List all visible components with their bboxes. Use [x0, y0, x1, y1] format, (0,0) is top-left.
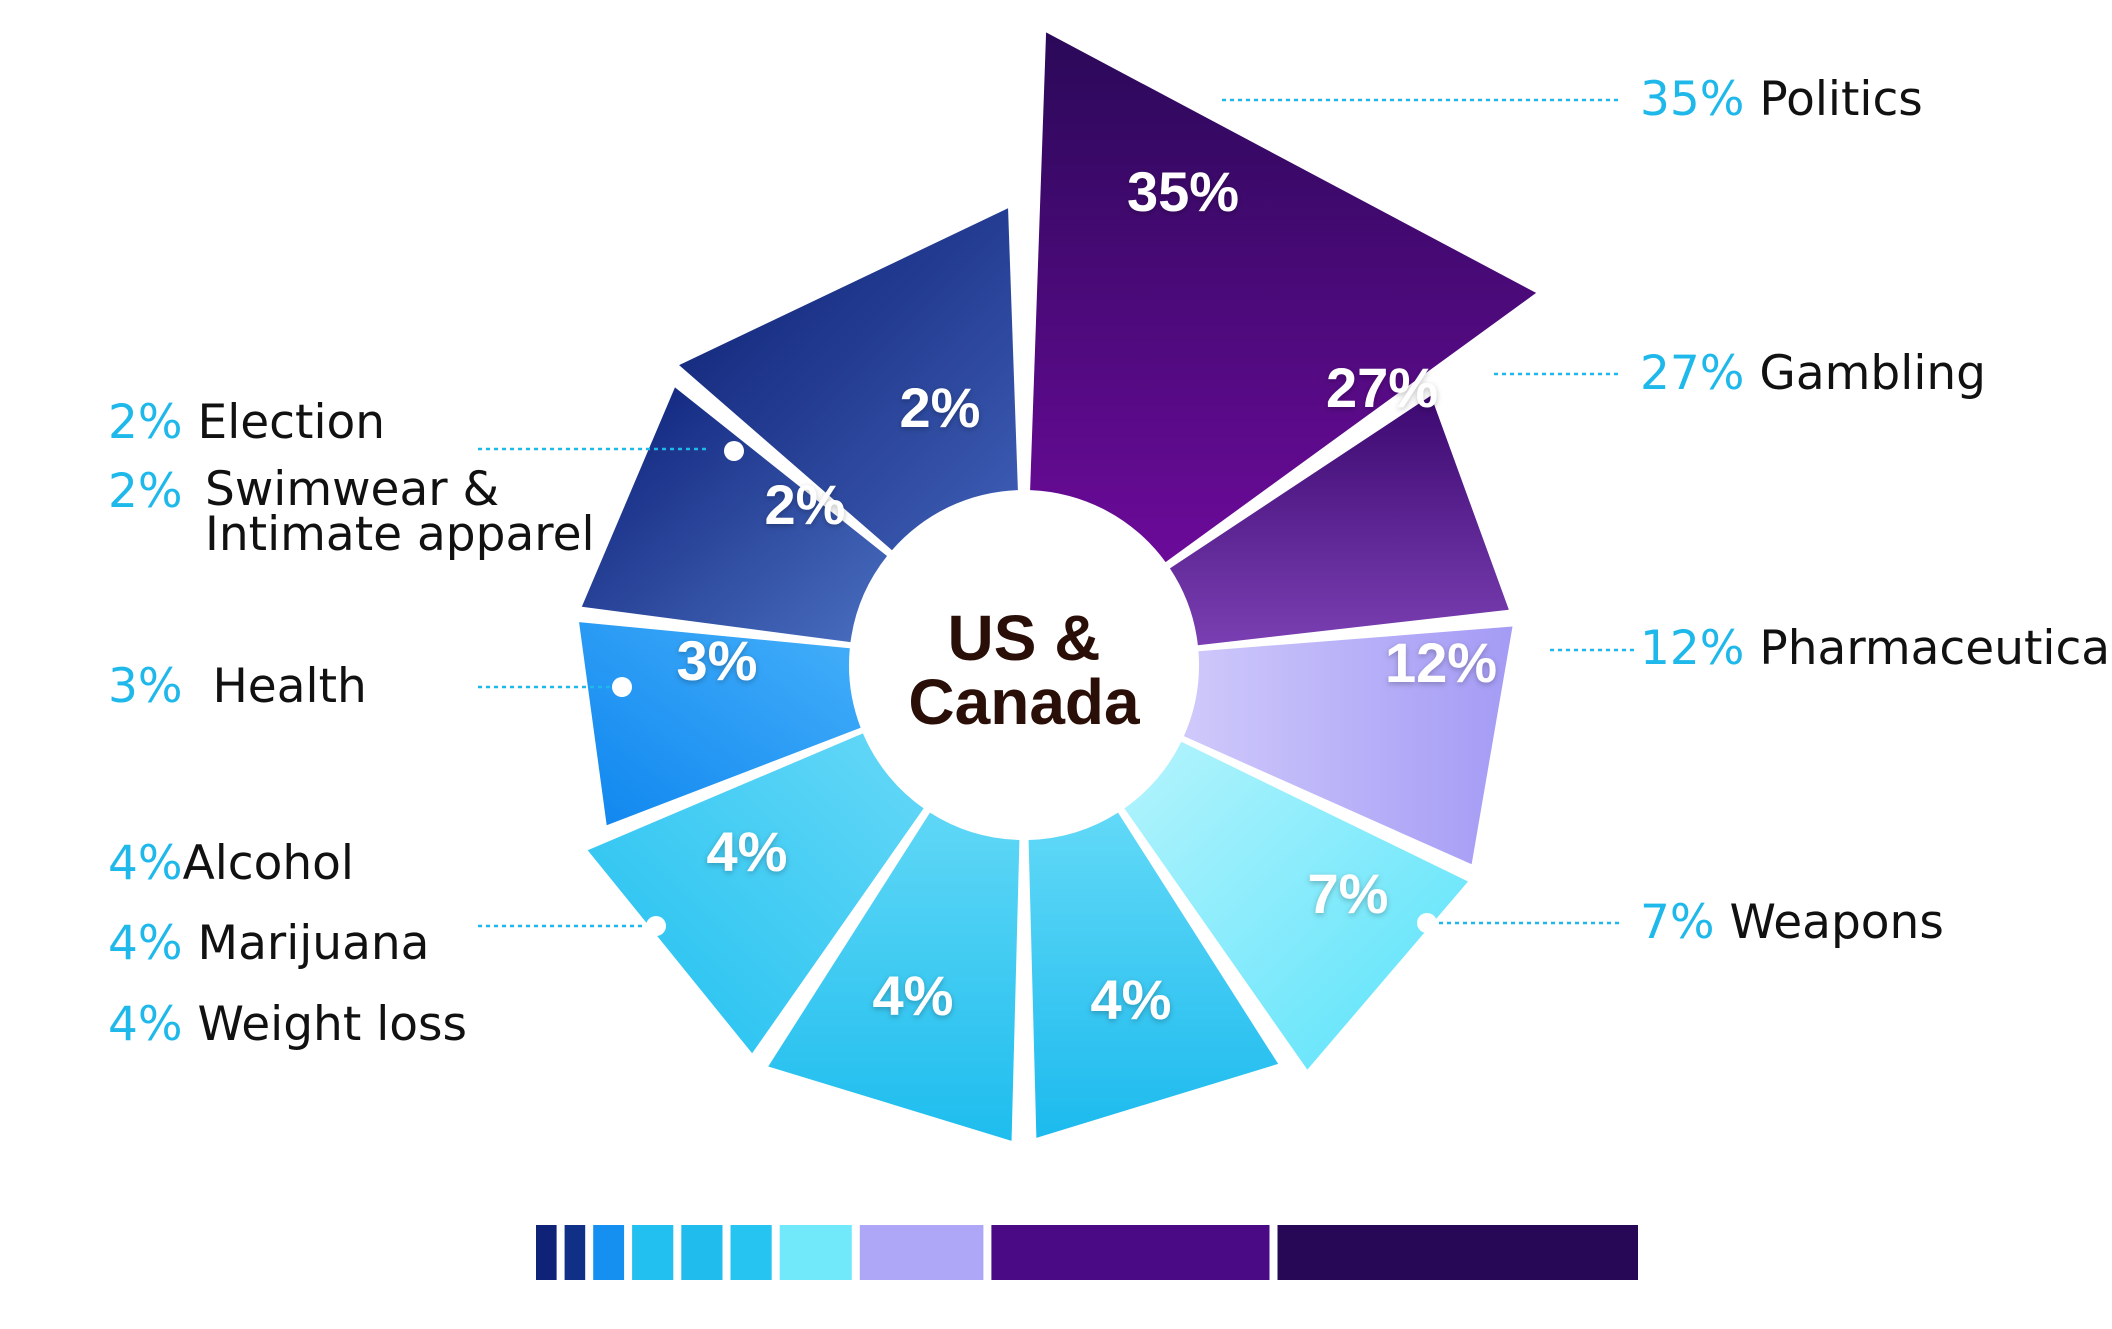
legend-swimwear-pct-wrap: 2% — [108, 468, 183, 515]
legend-gambling-pct: 27% — [1640, 346, 1745, 401]
slice-label-health: 3% — [677, 629, 758, 692]
slice-label-weight-loss: 4% — [1091, 968, 1172, 1031]
legend-gambling: 27% Gambling — [1640, 350, 1986, 397]
legend-politics: 35% Politics — [1640, 76, 1923, 123]
slice-weapons — [1124, 741, 1469, 1070]
legend-gambling-label: Gambling — [1759, 346, 1986, 401]
slice-pharmaceutical — [1183, 626, 1513, 865]
legend-health-label: Health — [212, 659, 367, 714]
legend-weapons-label: Weapons — [1729, 895, 1944, 950]
legend-marijuana-label: Marijuana — [197, 916, 430, 971]
legend-health-pct: 3% — [108, 659, 183, 714]
legend-politics-label: Politics — [1759, 72, 1923, 127]
marker-dot-gambling — [1472, 364, 1492, 384]
legend-alcohol: 4%Alcohol — [108, 840, 354, 887]
bar-segment-politics — [1277, 1225, 1638, 1280]
legend-weightloss: 4% Weight loss — [108, 1001, 467, 1048]
slice-label-swimwear-intimate-apparel: 2% — [765, 473, 846, 536]
legend-election-label: Election — [197, 395, 386, 450]
bar-segment-swimwear-intimate-apparel — [564, 1225, 586, 1280]
marker-dot-pharmaceutical — [1528, 640, 1548, 660]
bar-segment-weight-loss — [730, 1225, 772, 1280]
legend-marijuana-pct: 4% — [108, 916, 183, 971]
marker-dot-weapons — [1417, 913, 1437, 933]
center-title-line2: Canada — [908, 666, 1140, 738]
legend-pharmaceutical: 12% Pharmaceutical — [1640, 625, 2112, 672]
legend-marijuana: 4% Marijuana — [108, 920, 430, 967]
legend-pharmaceutical-pct: 12% — [1640, 621, 1745, 676]
slice-weight-loss — [1028, 812, 1279, 1138]
marker-dot-health — [612, 677, 632, 697]
center-title-line1: US & — [948, 602, 1101, 674]
legend-weapons-pct: 7% — [1640, 895, 1715, 950]
slice-gambling — [1169, 395, 1509, 646]
legend-alcohol-pct: 4% — [108, 836, 183, 891]
marker-dot-alcohol — [646, 916, 666, 936]
legend-swimwear-label-line2: Intimate apparel — [205, 507, 595, 562]
slice-label-alcohol: 4% — [707, 820, 788, 883]
legend-election: 2% Election — [108, 399, 385, 446]
slice-alcohol — [587, 733, 924, 1054]
bar-segment-alcohol — [632, 1225, 674, 1280]
legend-swimwear-label-line1: Swimwear & — [205, 462, 500, 517]
slice-label-marijuana: 4% — [873, 964, 954, 1027]
bar-segment-gambling — [991, 1225, 1270, 1280]
legend-weightloss-label: Weight loss — [197, 997, 467, 1052]
slice-election — [679, 208, 1018, 551]
slice-label-pharmaceutical: 12% — [1385, 631, 1497, 694]
slice-label-politics: 35% — [1127, 160, 1239, 223]
marker-dot-politics — [1200, 90, 1220, 110]
legend-pharmaceutical-label: Pharmaceutical — [1759, 621, 2112, 676]
slice-health — [579, 622, 861, 826]
legend-health: 3% Health — [108, 663, 367, 710]
bar-segment-health — [593, 1225, 625, 1280]
slice-politics — [1030, 32, 1537, 563]
bar-segment-marijuana — [681, 1225, 723, 1280]
bar-segment-pharmaceutical — [859, 1225, 984, 1280]
bar-segment-weapons — [779, 1225, 852, 1280]
marker-dot-swimwear-intimate-apparel — [724, 441, 744, 461]
legend-politics-pct: 35% — [1640, 72, 1745, 127]
slice-label-weapons: 7% — [1308, 862, 1389, 925]
slice-swimwear-intimate-apparel — [581, 387, 888, 643]
bar-segment-election — [536, 1225, 557, 1280]
slice-marijuana — [768, 812, 1020, 1141]
legend-swimwear-pct: 2% — [108, 464, 183, 519]
legend-weapons: 7% Weapons — [1640, 899, 1944, 946]
legend-election-pct: 2% — [108, 395, 183, 450]
slice-label-gambling: 27% — [1326, 356, 1438, 419]
legend-alcohol-label: Alcohol — [182, 836, 354, 891]
color-scale-bar — [536, 1225, 1638, 1280]
legend-weightloss-pct: 4% — [108, 997, 183, 1052]
center-hole — [861, 502, 1187, 828]
slice-label-election: 2% — [900, 376, 981, 439]
